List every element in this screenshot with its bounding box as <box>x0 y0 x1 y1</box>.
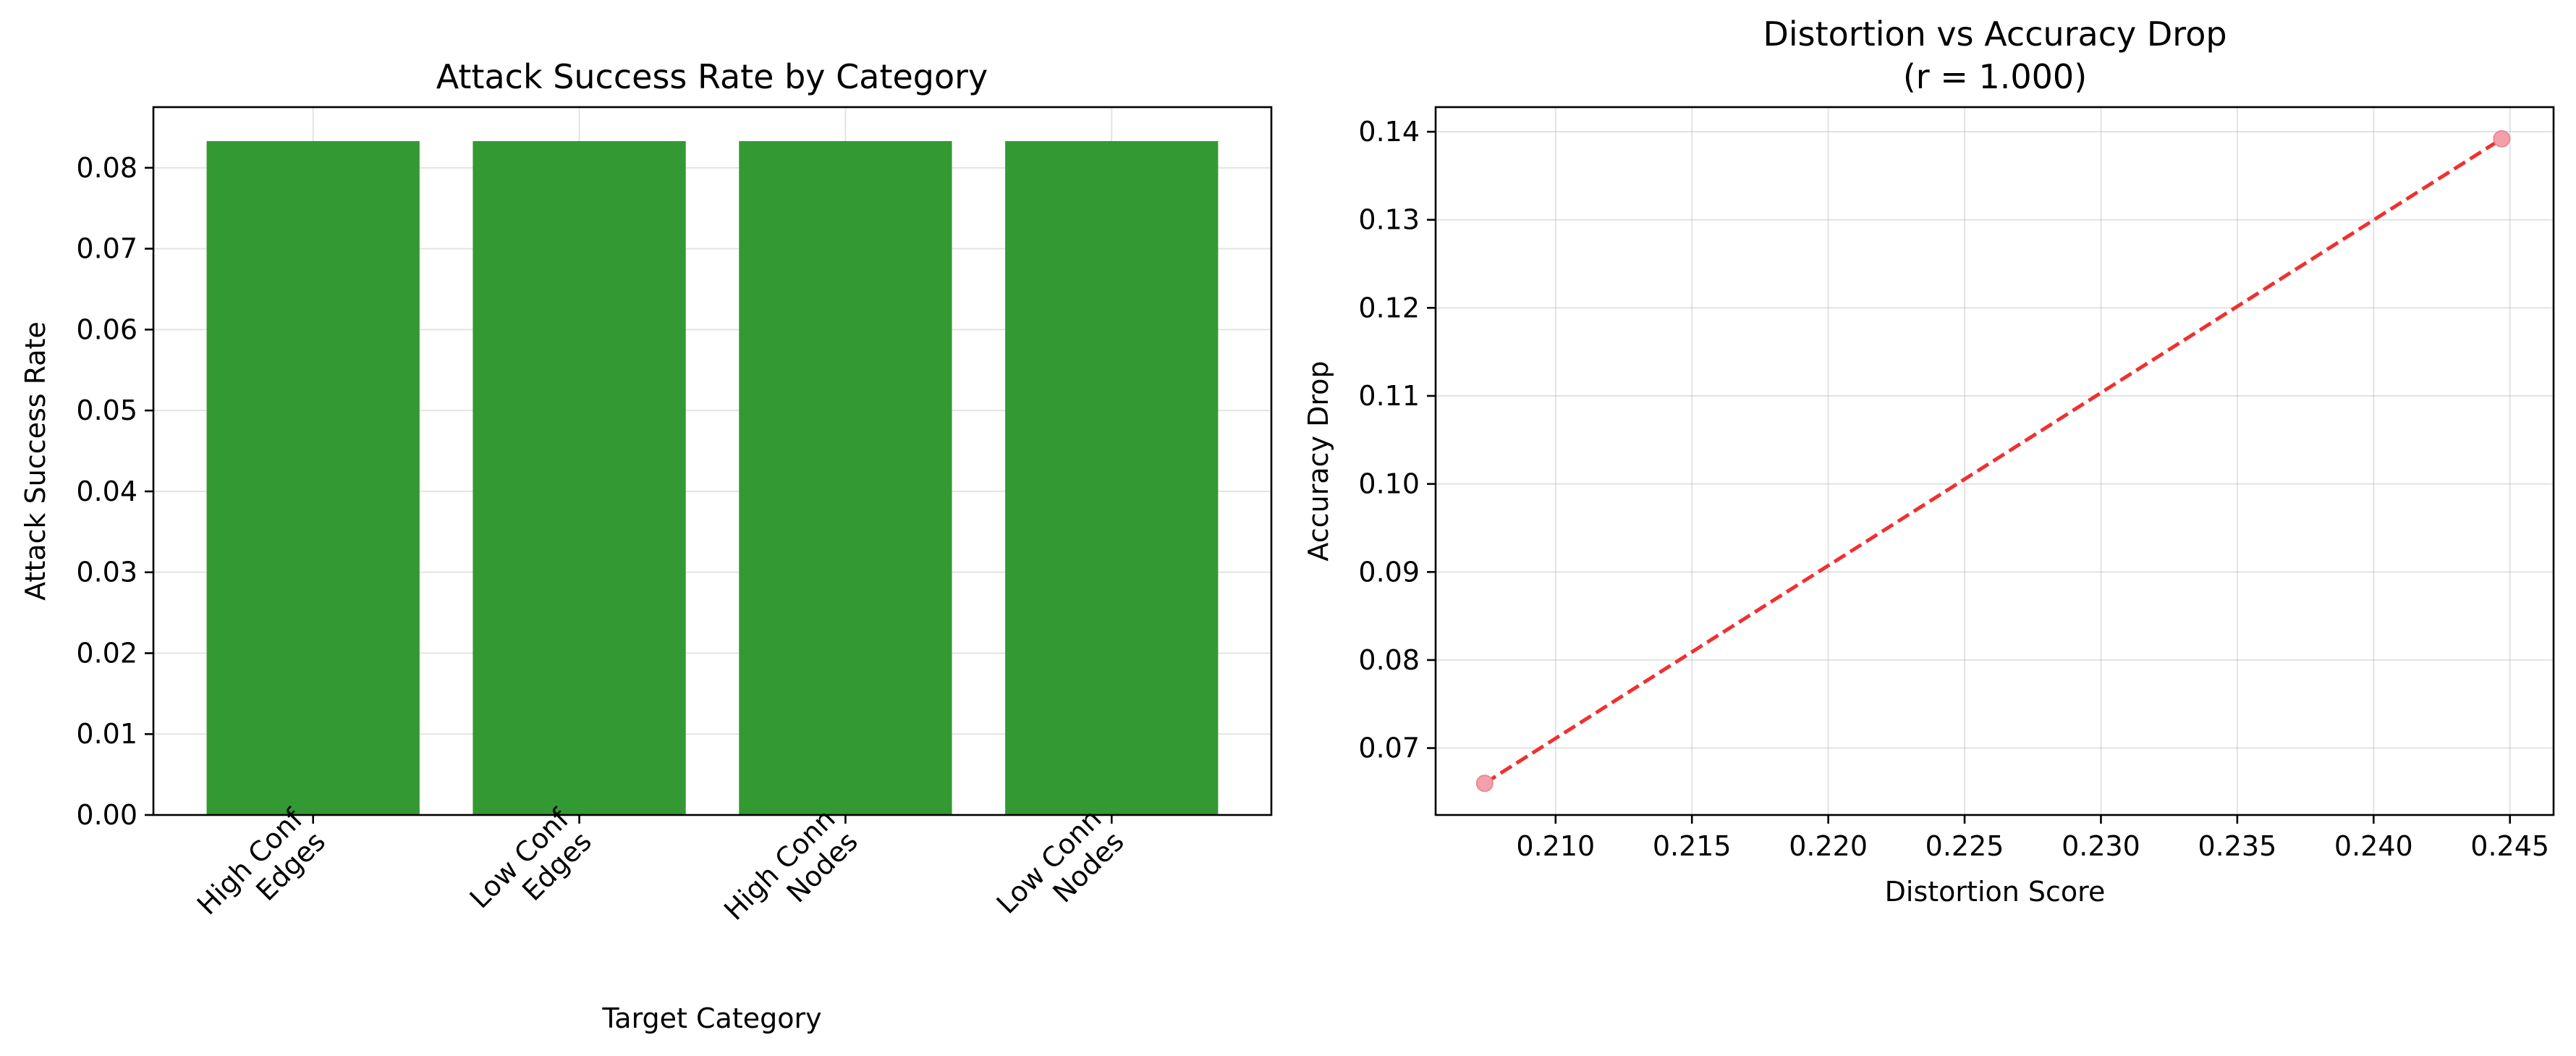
scatter-chart-x-axis-label: Distortion Score <box>1885 876 2106 908</box>
scatter-chart-title: Distortion vs Accuracy Drop <box>1763 14 2227 54</box>
bar-chart-y-tick-label: 0.02 <box>76 637 137 669</box>
bar-chart-y-tick-label: 0.07 <box>76 233 137 265</box>
scatter-chart-y-ticks: 0.07 0.08 0.09 0.10 0.11 0.12 0.13 0.14 <box>1358 116 1436 764</box>
scatter-chart-y-tick-label: 0.09 <box>1358 556 1420 588</box>
bar-chart-y-axis-label: Attack Success Rate <box>20 321 51 601</box>
scatter-chart-y-tick-label: 0.10 <box>1358 468 1420 500</box>
trend-line <box>1483 137 2503 785</box>
data-point <box>1475 774 1494 793</box>
scatter-chart-y-tick-label: 0.08 <box>1358 644 1420 676</box>
scatter-chart-points <box>1475 130 2511 793</box>
scatter-chart-y-axis-label: Accuracy Drop <box>1302 361 1334 562</box>
scatter-chart-x-tick-label: 0.240 <box>2334 830 2413 862</box>
bar-chart-y-tick-label: 0.06 <box>76 313 137 345</box>
bar-chart-bars <box>206 140 1219 816</box>
data-point <box>2493 130 2511 148</box>
scatter-chart-grid <box>1436 107 2554 815</box>
bar-chart-y-tick-label: 0.00 <box>76 799 137 831</box>
scatter-chart-frame <box>1434 106 2555 816</box>
bar <box>473 140 686 816</box>
scatter-chart-subtitle: (r = 1.000) <box>1903 57 2087 96</box>
bar-chart-x-axis-label: Target Category <box>601 1002 821 1034</box>
scatter-chart-x-ticks: 0.210 0.215 0.220 0.225 0.230 0.235 0.240 0.245 <box>1516 815 2549 862</box>
bar-chart-y-tick-label: 0.03 <box>76 557 137 588</box>
bar-chart-y-tick-label: 0.05 <box>76 394 137 426</box>
bar <box>206 140 420 816</box>
scatter-chart-fit-line <box>1483 137 2503 785</box>
bar-chart-y-tick-label: 0.08 <box>76 152 137 184</box>
scatter-chart-y-tick-label: 0.12 <box>1358 292 1420 324</box>
bar-chart-y-ticks: 0.00 0.01 0.02 0.03 0.04 0.05 0.06 0.07 0.08 <box>76 152 153 831</box>
scatter-chart-y-tick-label: 0.11 <box>1358 380 1420 412</box>
scatter-chart-x-tick-label: 0.220 <box>1789 830 1868 862</box>
bar-chart-frame <box>152 106 1273 816</box>
scatter-chart-y-tick-label: 0.14 <box>1358 116 1420 148</box>
scatter-chart-y-tick-label: 0.07 <box>1358 732 1420 764</box>
bar-chart-y-tick-label: 0.01 <box>76 718 137 750</box>
scatter-chart-x-tick-label: 0.245 <box>2470 830 2549 862</box>
scatter-chart-y-tick-label: 0.13 <box>1358 204 1420 236</box>
bar <box>739 140 952 816</box>
scatter-chart-x-tick-label: 0.215 <box>1653 830 1732 862</box>
scatter-chart-x-tick-label: 0.210 <box>1516 830 1595 862</box>
bar-chart-title: Attack Success Rate by Category <box>436 57 988 96</box>
scatter-chart-x-tick-label: 0.225 <box>1925 830 2004 862</box>
bar-chart-y-tick-label: 0.04 <box>76 476 137 507</box>
scatter-chart-x-tick-label: 0.230 <box>2062 830 2140 862</box>
scatter-chart-panel: Distortion vs Accuracy Drop (r = 1.000) … <box>1302 14 2555 908</box>
bar <box>1005 140 1219 816</box>
scatter-chart-x-tick-label: 0.235 <box>2198 830 2276 862</box>
